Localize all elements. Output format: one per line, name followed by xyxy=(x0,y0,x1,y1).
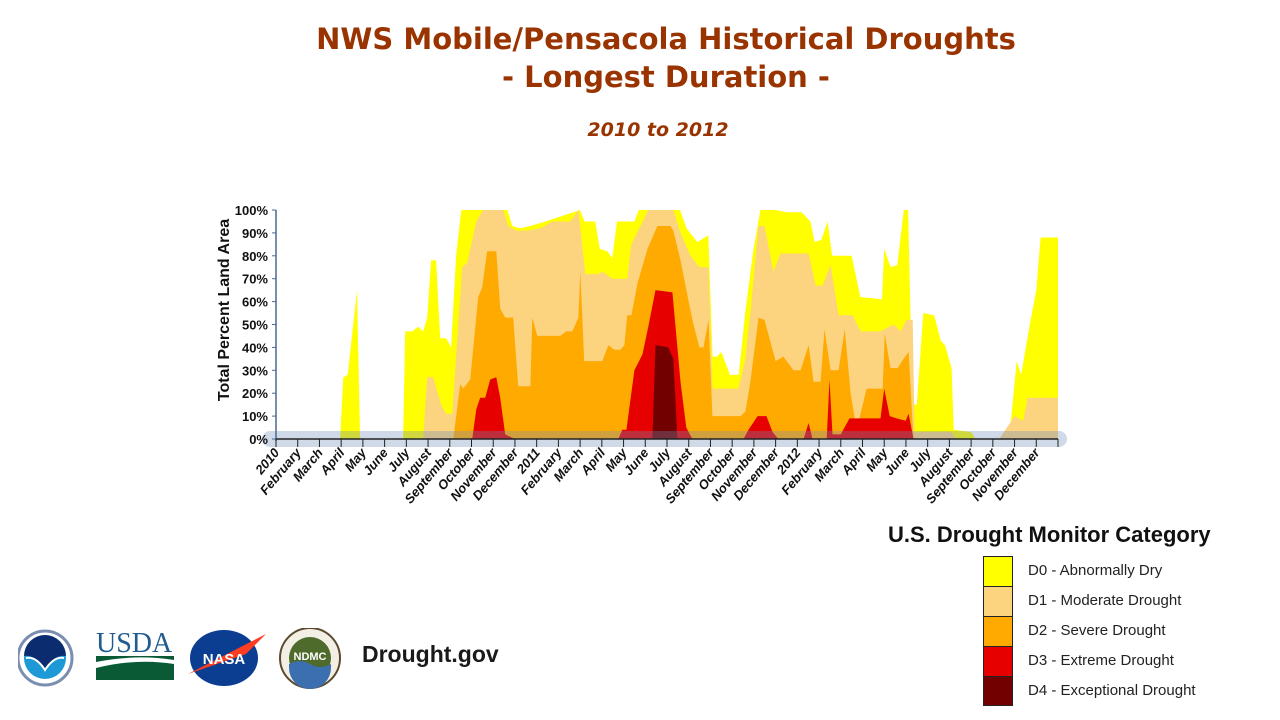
area-series-d3-d4 xyxy=(472,290,914,439)
y-tick-label: 0% xyxy=(249,432,268,447)
drought-gov-link[interactable]: Drought.gov xyxy=(362,641,499,667)
legend-swatch-d3 xyxy=(983,646,1013,676)
legend-label-d3: D3 - Extreme Drought xyxy=(1028,652,1174,669)
y-tick-label: 70% xyxy=(242,272,268,287)
legend-label-d2: D2 - Severe Drought xyxy=(1028,622,1166,639)
legend-label-d0: D0 - Abnormally Dry xyxy=(1028,562,1163,579)
y-tick-label: 90% xyxy=(242,226,268,241)
y-tick-label: 40% xyxy=(242,340,268,355)
ndmc-logo: NDMC xyxy=(279,628,341,689)
y-tick-label: 100% xyxy=(235,203,269,218)
svg-text:USDA: USDA xyxy=(96,628,173,659)
y-tick-label: 10% xyxy=(242,409,268,424)
noaa-logo xyxy=(18,629,74,687)
y-tick-label: 50% xyxy=(242,318,268,333)
y-tick-label: 30% xyxy=(242,363,268,378)
y-tick-label: 60% xyxy=(242,295,268,310)
legend-swatch-d2 xyxy=(983,616,1013,646)
svg-text:NDMC: NDMC xyxy=(294,651,327,663)
area-series-group xyxy=(276,210,1058,439)
area-series-d4 xyxy=(652,345,678,439)
y-tick-label: 20% xyxy=(242,386,268,401)
svg-text:NASA: NASA xyxy=(203,651,246,668)
area-series-d2-d4 xyxy=(453,226,914,439)
chart-title-line1: NWS Mobile/Pensacola Historical Droughts xyxy=(316,22,1016,56)
nasa-logo: NASA xyxy=(188,630,266,686)
legend-label-d4: D4 - Exceptional Drought xyxy=(1028,682,1196,699)
legend-swatch-d4 xyxy=(983,676,1013,706)
legend-swatch-d1 xyxy=(983,586,1013,616)
y-tick-label: 80% xyxy=(242,249,268,264)
chart-subtitle: 2010 to 2012 xyxy=(587,119,729,141)
legend-label-d1: D1 - Moderate Drought xyxy=(1028,592,1182,609)
chart-title-line2: - Longest Duration - xyxy=(502,60,830,94)
legend-swatch-d0 xyxy=(983,556,1013,586)
legend-title: U.S. Drought Monitor Category xyxy=(888,522,1211,547)
y-axis-label: Total Percent Land Area xyxy=(216,219,233,401)
usda-logo: USDA xyxy=(96,628,174,680)
partner-logos: USDA NASA NDMC xyxy=(18,628,341,689)
